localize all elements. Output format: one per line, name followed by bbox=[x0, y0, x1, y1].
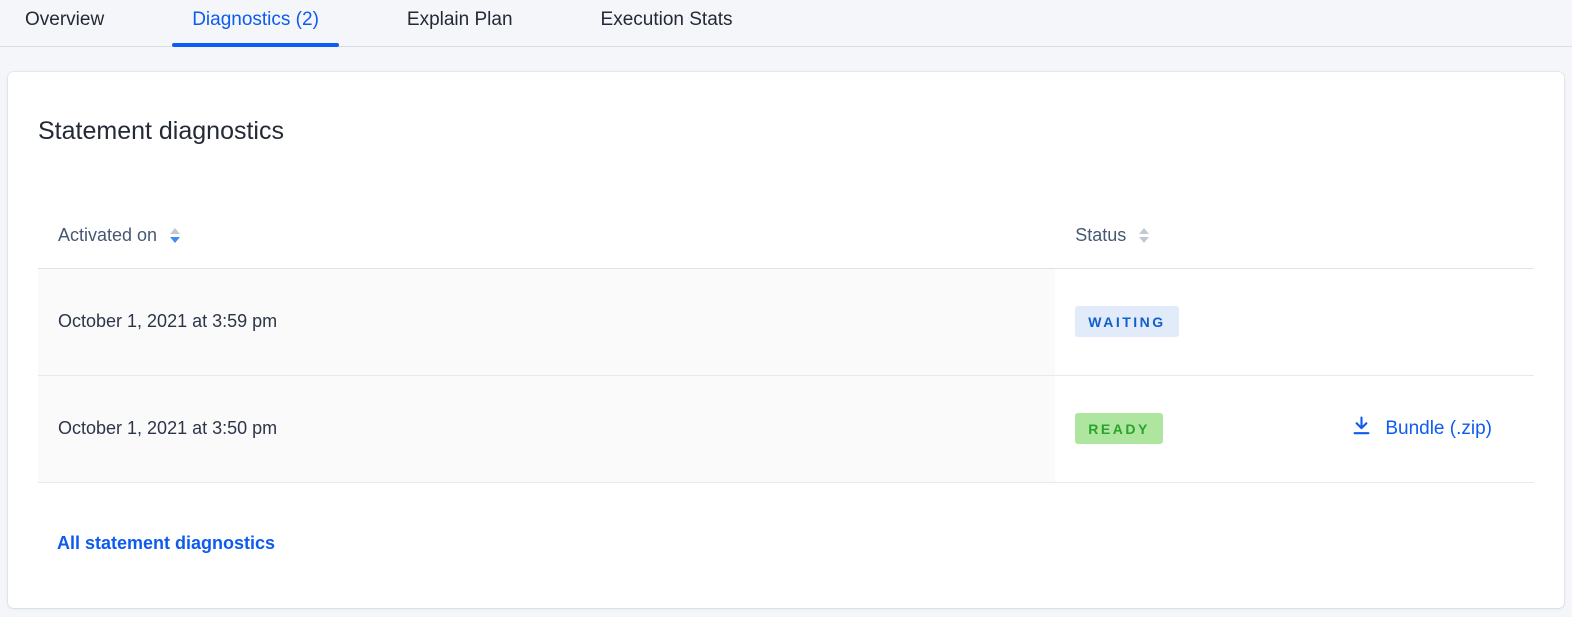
statement-diagnostics-panel: Statement diagnostics Activated on bbox=[8, 72, 1564, 608]
column-header-empty bbox=[1321, 204, 1534, 269]
table-row: October 1, 2021 at 3:59 pm WAITING bbox=[38, 268, 1534, 376]
status-cell: WAITING bbox=[1055, 268, 1322, 376]
download-cell: Bundle (.zip) bbox=[1321, 375, 1534, 483]
diagnostics-table: Activated on Status bbox=[38, 204, 1534, 483]
column-header-activated-on[interactable]: Activated on bbox=[38, 204, 1056, 269]
page-title: Statement diagnostics bbox=[38, 117, 284, 145]
download-cell bbox=[1321, 268, 1534, 376]
column-header-label: Activated on bbox=[58, 225, 158, 246]
all-statement-diagnostics-link[interactable]: All statement diagnostics bbox=[57, 532, 276, 553]
table-row: October 1, 2021 at 3:50 pm READY Bundle … bbox=[38, 375, 1534, 483]
activated-on-cell: October 1, 2021 at 3:59 pm bbox=[38, 268, 1056, 376]
column-header-label: Status bbox=[1075, 225, 1127, 246]
table-header-row: Activated on Status bbox=[38, 204, 1534, 269]
tab-bar: Overview Diagnostics (2) Explain Plan Ex… bbox=[0, 0, 1572, 47]
tab-explain-plan[interactable]: Explain Plan bbox=[406, 9, 513, 30]
sort-desc-icon[interactable] bbox=[170, 228, 181, 244]
column-header-status[interactable]: Status bbox=[1055, 204, 1322, 269]
activated-on-cell: October 1, 2021 at 3:50 pm bbox=[38, 375, 1056, 483]
tab-diagnostics[interactable]: Diagnostics (2) bbox=[172, 0, 339, 47]
status-badge-ready: READY bbox=[1075, 413, 1163, 444]
tab-execution-stats[interactable]: Execution Stats bbox=[600, 9, 733, 30]
status-cell: READY bbox=[1055, 375, 1322, 483]
bundle-download-label: Bundle (.zip) bbox=[1385, 417, 1492, 439]
status-badge-waiting: WAITING bbox=[1075, 306, 1179, 337]
bundle-download-link[interactable]: Bundle (.zip) bbox=[1351, 415, 1492, 442]
download-icon bbox=[1351, 415, 1372, 442]
sort-icon[interactable] bbox=[1139, 228, 1150, 244]
tab-overview[interactable]: Overview bbox=[25, 9, 105, 30]
